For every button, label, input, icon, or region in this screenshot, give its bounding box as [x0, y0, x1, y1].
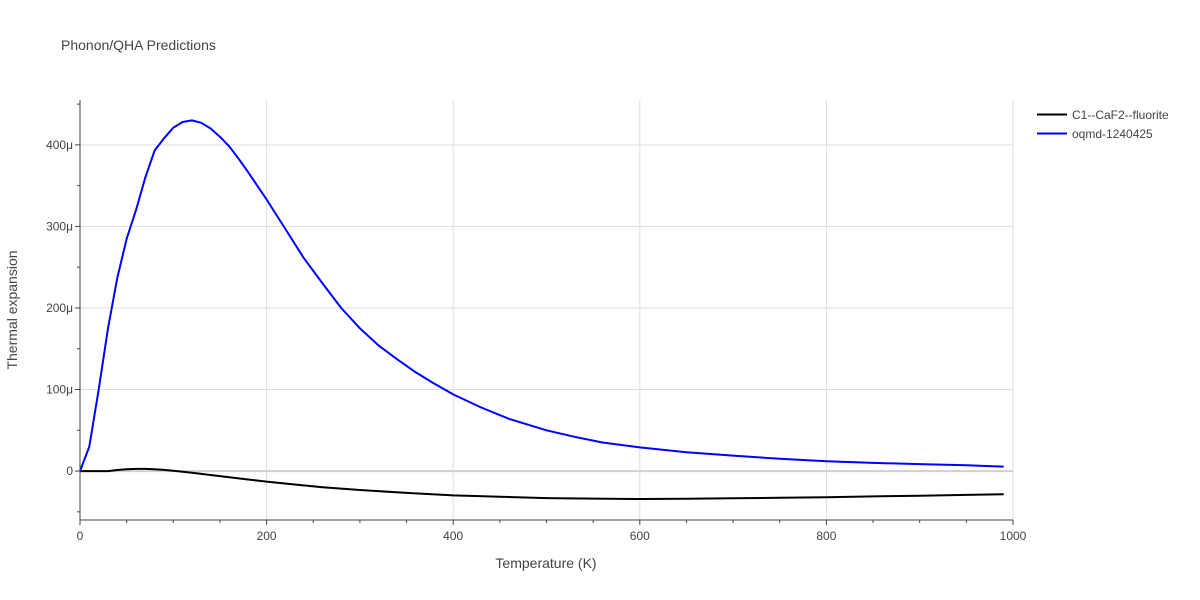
x-tick-label: 400	[443, 529, 463, 543]
tick-labels: 0 200 400 600 800 1000 0 100μ 200μ 300μ 400μ	[46, 138, 1027, 543]
x-axis-title: Temperature (K)	[495, 555, 596, 571]
y-tick-label: 400μ	[46, 138, 73, 152]
legend[interactable]: C1--CaF2--fluorite oqmd-1240425	[1037, 108, 1169, 141]
grid-lines	[80, 100, 1014, 520]
legend-label-oqmd-1240425[interactable]: oqmd-1240425	[1072, 127, 1153, 141]
y-tick-label: 0	[66, 464, 73, 478]
axes	[75, 100, 1014, 525]
y-tick-label: 200μ	[46, 301, 73, 315]
plot-area	[79, 119, 1004, 500]
x-tick-label: 1000	[1000, 529, 1027, 543]
x-tick-label: 200	[257, 529, 277, 543]
y-tick-label: 300μ	[46, 219, 73, 233]
series-line-c1-caf2-fluorite[interactable]	[80, 467, 1004, 500]
series-line-oqmd-1240425[interactable]	[79, 119, 1004, 472]
y-tick-label: 100μ	[46, 383, 73, 397]
y-axis-title: Thermal expansion	[4, 250, 20, 369]
chart-title: Phonon/QHA Predictions	[61, 37, 216, 53]
x-tick-label: 800	[816, 529, 836, 543]
x-tick-label: 0	[77, 529, 84, 543]
x-tick-label: 600	[630, 529, 650, 543]
legend-label-c1-caf2-fluorite[interactable]: C1--CaF2--fluorite	[1072, 108, 1169, 122]
